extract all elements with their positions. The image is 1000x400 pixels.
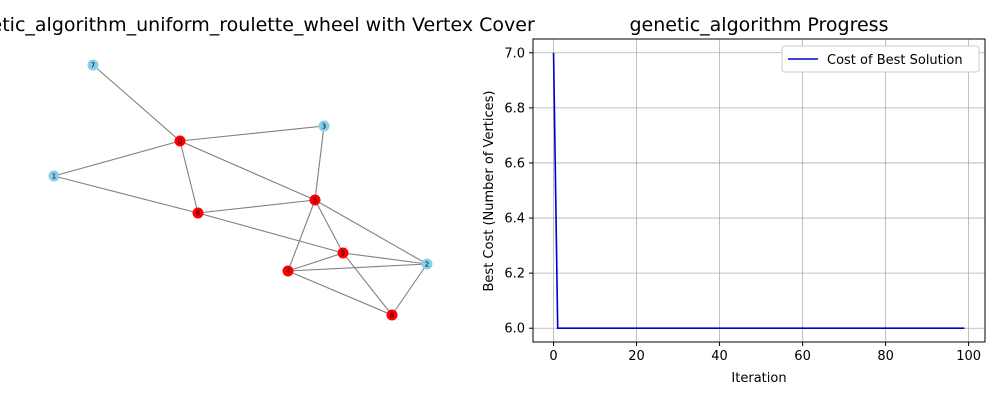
- progress-line-chart-panel: genetic_algorithm Progress 0 20 40 60 80 100 …: [482, 14, 986, 386]
- graph-edge-4-8: [287, 270, 393, 316]
- graph-edge-0-1: [53, 140, 181, 177]
- graph-node-marker: [421, 258, 433, 270]
- graph-node-1: 1: [48, 170, 60, 182]
- graph-edges: [53, 64, 428, 316]
- y-tick-label: 6.2: [504, 267, 525, 282]
- graph-edge-4-2: [287, 263, 428, 272]
- graph-edge-5-4: [287, 199, 316, 272]
- vertex-cover-graph-panel: _genetic_algorithm_uniform_roulette_whee…: [0, 14, 535, 321]
- graph-node-label: 2: [425, 261, 429, 269]
- graph-node-label: 9: [341, 250, 345, 258]
- graph-edge-7-0: [92, 64, 181, 142]
- graph-node-marker: [337, 247, 349, 259]
- graph-edge-3-5: [314, 125, 325, 201]
- legend-box: [781, 45, 980, 73]
- graph-edge-5-2: [314, 199, 428, 265]
- legend: Cost of Best Solution: [781, 45, 980, 73]
- graph-edge-9-8: [342, 252, 393, 316]
- graph-edge-9-4: [287, 252, 344, 272]
- graph-node-4: 4: [282, 265, 294, 277]
- graph-node-5: 5: [309, 194, 321, 206]
- graph-node-8: 8: [386, 309, 398, 321]
- graph-edge-9-2: [342, 252, 428, 265]
- y-tick-label: 6.0: [504, 322, 525, 337]
- graph-edge-6-9: [197, 212, 344, 254]
- graph-node-marker: [318, 120, 330, 132]
- graph-node-marker: [48, 170, 60, 182]
- x-tick-label: 100: [956, 349, 981, 364]
- graph-node-9: 9: [337, 247, 349, 259]
- graph-title: _genetic_algorithm_uniform_roulette_whee…: [0, 14, 535, 36]
- graph-node-marker: [87, 59, 99, 71]
- graph-node-marker: [174, 135, 186, 147]
- graph-node-3: 3: [318, 120, 330, 132]
- graph-node-marker: [386, 309, 398, 321]
- y-tick-label: 6.6: [504, 156, 525, 171]
- graph-nodes: 7 3 1 2 0 4 5 6 8 9: [48, 59, 433, 321]
- graph-node-label: 5: [313, 197, 317, 205]
- graph-node-label: 4: [286, 268, 291, 276]
- graph-node-7: 7: [87, 59, 99, 71]
- graph-node-label: 6: [196, 210, 201, 218]
- graph-edge-5-9: [314, 199, 344, 254]
- x-tick-label: 0: [549, 349, 557, 364]
- x-axis-label: Iteration: [731, 371, 786, 386]
- graph-node-label: 1: [52, 173, 56, 181]
- graph-node-0: 0: [174, 135, 186, 147]
- y-tick-label: 7.0: [504, 46, 525, 61]
- graph-node-marker: [309, 194, 321, 206]
- graph-edge-2-8: [391, 263, 428, 316]
- y-tick-label: 6.8: [504, 101, 525, 116]
- graph-node-label: 3: [322, 123, 326, 131]
- graph-edge-0-5: [179, 140, 316, 201]
- graph-node-label: 8: [390, 312, 394, 320]
- graph-node-label: 0: [178, 138, 182, 146]
- plot-frame: [532, 38, 986, 343]
- x-tick-label: 20: [628, 349, 645, 364]
- graph-edge-0-6: [179, 140, 199, 214]
- x-tick-label: 60: [794, 349, 811, 364]
- graph-node-label: 7: [91, 62, 95, 70]
- graph-node-6: 6: [192, 207, 204, 219]
- graph-node-marker: [192, 207, 204, 219]
- graph-node-2: 2: [421, 258, 433, 270]
- x-tick-label: 40: [711, 349, 728, 364]
- graph-node-marker: [282, 265, 294, 277]
- legend-label: Cost of Best Solution: [827, 53, 963, 68]
- y-axis-ticks: 6.0 6.2 6.4 6.6 6.8 7.0: [504, 46, 533, 337]
- graph-edge-6-5: [197, 199, 316, 214]
- line-chart-title: genetic_algorithm Progress: [630, 14, 889, 36]
- y-tick-label: 6.4: [504, 212, 525, 227]
- y-axis-label: Best Cost (Number of Vertices): [482, 91, 497, 292]
- x-axis-ticks: 0 20 40 60 80 100: [549, 342, 981, 364]
- x-tick-label: 80: [877, 349, 894, 364]
- graph-edge-1-6: [53, 175, 199, 214]
- series-line-cost-of-best-solution: [552, 52, 965, 330]
- grid-lines: [533, 39, 985, 342]
- graph-edge-0-3: [179, 125, 325, 142]
